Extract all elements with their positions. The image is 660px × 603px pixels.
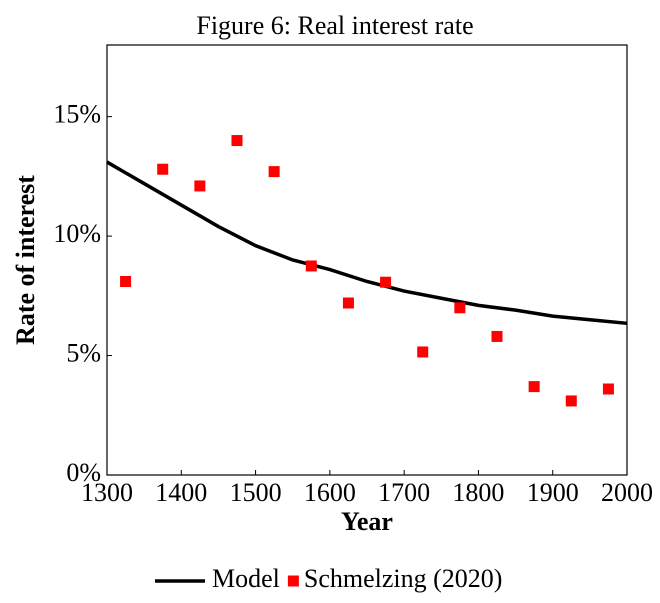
x-tick-label: 1400 [155, 478, 207, 507]
x-tick-label: 1800 [452, 478, 504, 507]
scatter-point [268, 166, 280, 178]
x-tick-label: 1900 [527, 478, 579, 507]
y-tick-label: 0% [66, 458, 101, 487]
y-tick-label: 10% [53, 219, 101, 248]
x-tick-label: 1500 [230, 478, 282, 507]
scatter-point [342, 297, 354, 309]
y-axis-label: Rate of interest [11, 175, 40, 345]
legend-marker [287, 575, 299, 587]
x-tick-label: 1600 [304, 478, 356, 507]
scatter-point [417, 346, 429, 358]
x-tick-label: 1300 [81, 478, 133, 507]
scatter-point [231, 135, 243, 147]
plot-frame [106, 44, 628, 476]
scatter-point [602, 383, 614, 395]
chart-title: Figure 6: Real interest rate [196, 11, 473, 40]
y-tick-label: 5% [66, 339, 101, 368]
scatter-point [380, 276, 392, 288]
scatter-point [491, 330, 503, 342]
x-tick-label: 1700 [378, 478, 430, 507]
x-tick-label: 2000 [601, 478, 653, 507]
scatter-point [194, 180, 206, 192]
scatter-point [565, 395, 577, 407]
scatter-point [120, 276, 132, 287]
scatter-point [157, 163, 169, 175]
scatter-point [528, 381, 540, 393]
y-tick-label: 15% [53, 100, 101, 129]
legend-label: Model [212, 564, 280, 593]
x-axis-label: Year [341, 507, 393, 536]
scatter-point [305, 260, 317, 272]
scatter-point [454, 302, 466, 314]
model-line [106, 160, 628, 326]
legend-label: Schmelzing (2020) [304, 564, 503, 593]
